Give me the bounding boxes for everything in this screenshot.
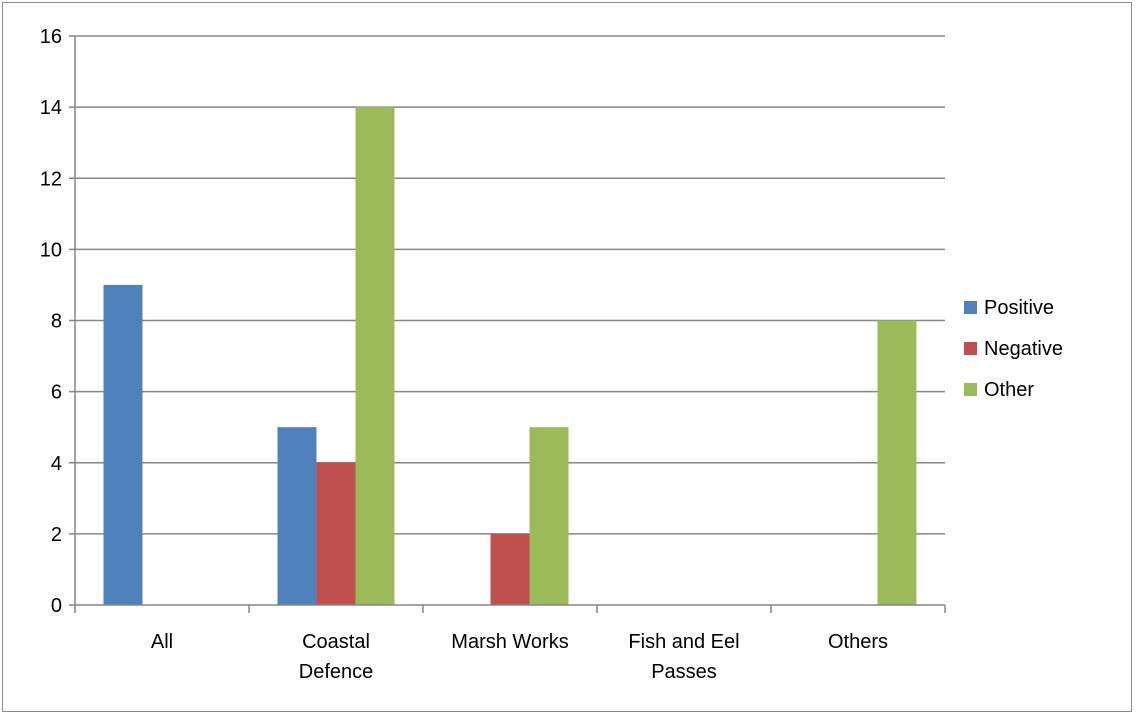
y-axis-tick-labels: 0 2 4 6 8 10 12 14 16 [40,26,62,617]
bar-other-2 [529,427,569,605]
bars [103,107,917,605]
bar-negative-2 [490,533,530,605]
legend: Positive Negative Other [964,297,1063,401]
legend-swatch-other [964,383,977,396]
y-tick-label: 14 [40,97,62,119]
bar-positive-0 [103,284,143,605]
x-tick-label: Coastal Defence [299,631,374,683]
legend-swatch-positive [964,301,977,314]
legend-label-other: Other [984,379,1034,401]
y-tick-label: 0 [51,595,62,617]
y-tick-label: 4 [51,453,62,475]
bar-negative-1 [316,462,356,605]
bar-other-4 [877,320,917,605]
x-axis-tick-labels: All Coastal Defence Marsh Works Fish and Eel… [151,631,888,683]
y-tick-label: 8 [51,311,62,333]
y-tick-label: 12 [40,168,62,190]
y-tick-label: 2 [51,524,62,546]
y-tick-label: 10 [40,239,62,261]
bar-other-1 [355,107,395,605]
x-tick-label: Marsh Works [451,631,568,653]
x-tick-label: Others [828,631,888,653]
legend-label-positive: Positive [984,297,1054,319]
bar-positive-1 [277,427,317,605]
y-tick-label: 16 [40,26,62,48]
axes [69,35,946,613]
legend-swatch-negative [964,342,977,355]
y-tick-label: 6 [51,382,62,404]
gridlines [75,35,945,535]
legend-label-negative: Negative [984,338,1063,360]
x-tick-label: Fish and Eel Passes [628,631,739,683]
x-tick-label: All [151,631,173,653]
